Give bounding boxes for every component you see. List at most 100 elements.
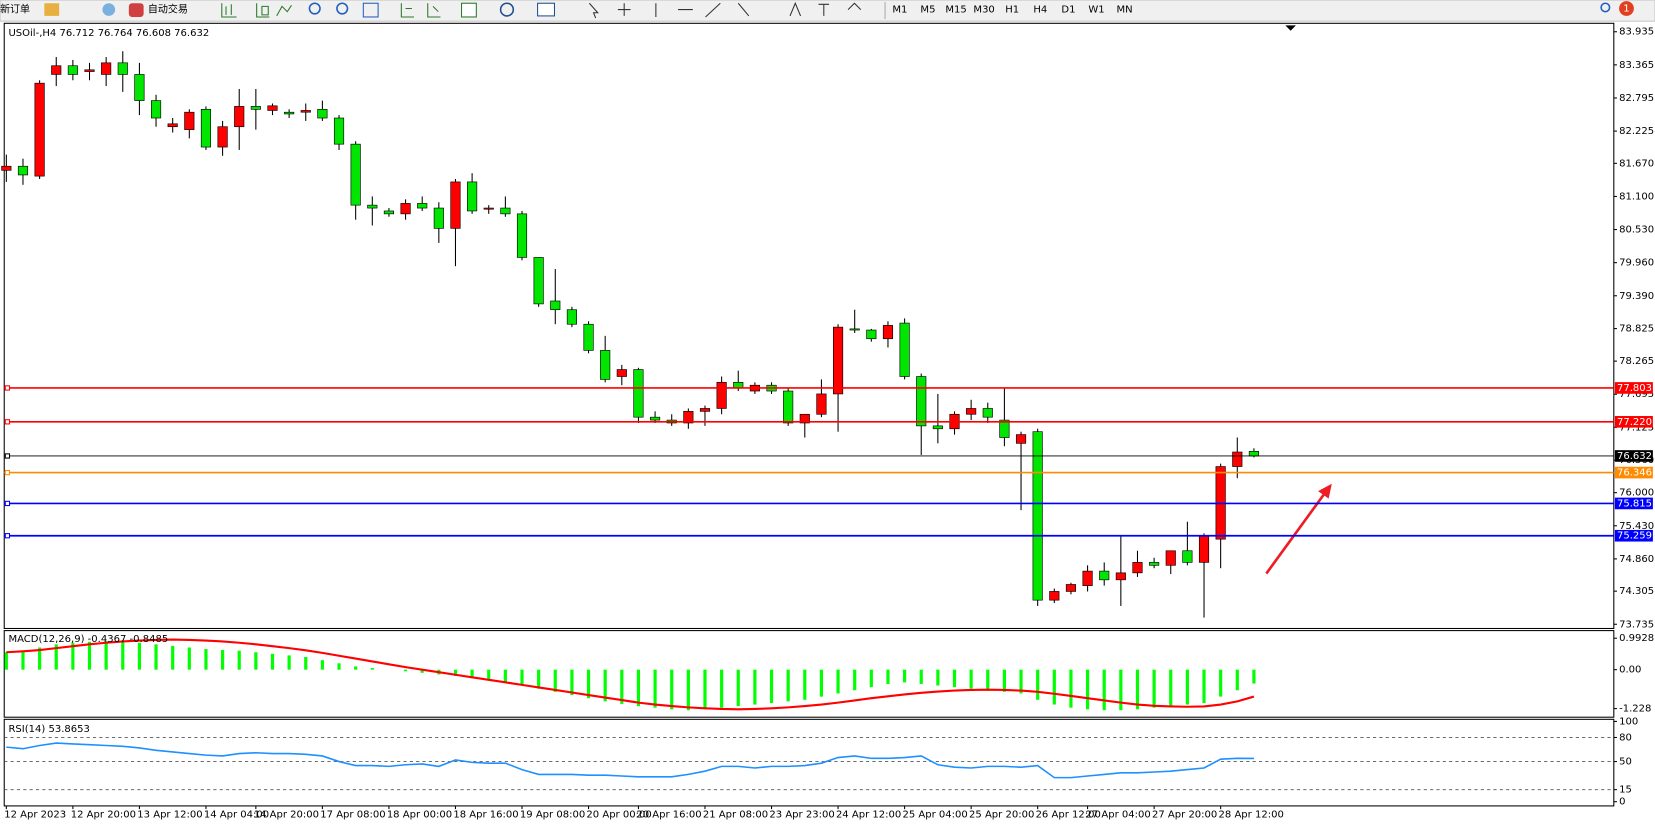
level-handle [4, 453, 11, 459]
toolbar: 新订单 自动交易 1 [0, 0, 1655, 22]
periods[interactable] [499, 2, 515, 17]
macd-bar [71, 642, 75, 670]
candle-body [899, 322, 910, 377]
notification-badge[interactable] [1619, 1, 1634, 16]
macd-bar [21, 650, 25, 670]
candle-body [699, 408, 711, 412]
macd-bar [1052, 669, 1056, 705]
candle-body [67, 65, 78, 75]
auto-trading-button[interactable]: 自动交易 [148, 3, 188, 16]
timeframe-button[interactable]: M1 [892, 5, 907, 16]
candle-body [51, 65, 62, 75]
shift-marker [1285, 25, 1296, 31]
level-value: 77.803 [1617, 383, 1652, 394]
timeframe-button[interactable]: M30 [973, 5, 994, 16]
candle-body [234, 106, 245, 128]
candle-body [916, 376, 927, 427]
level-value: 75.815 [1617, 498, 1652, 509]
candle-body [200, 108, 212, 148]
macd-bar [1235, 669, 1239, 691]
templates[interactable] [537, 2, 556, 17]
candle-body [450, 181, 461, 229]
timeframe-button[interactable]: D1 [1061, 5, 1075, 16]
candle-body [400, 203, 411, 215]
x-tick-label: 19 Apr 08:00 [520, 809, 585, 820]
macd-bar [1152, 669, 1156, 708]
candle-body [600, 350, 611, 380]
toolbar-bg [0, 0, 1655, 22]
x-tick-label: 24 Apr 12:00 [836, 809, 901, 820]
x-tick-label: 26 Apr 12:00 [1036, 809, 1101, 820]
macd-bar [470, 669, 474, 678]
macd-bar [487, 669, 491, 680]
chart-type-icons[interactable] [221, 3, 292, 18]
y-tick-label: 81.100 [1619, 191, 1654, 202]
annotation-arrow [1265, 491, 1327, 575]
candle-body [516, 213, 528, 258]
new-order-button[interactable]: 新订单 [0, 3, 30, 16]
signal-line [6, 638, 1255, 711]
y-tick-label: 0.9928 [1619, 633, 1654, 644]
macd-bar [853, 669, 857, 691]
y-tick-label: 77.695 [1619, 389, 1654, 400]
scroll-icons[interactable] [400, 3, 441, 18]
indicators[interactable] [461, 2, 477, 18]
annotation-arrowhead [1318, 483, 1332, 499]
timeframe-button[interactable]: M5 [920, 5, 935, 16]
zoom-out[interactable] [336, 2, 349, 15]
macd-bar [1102, 669, 1106, 711]
x-tick-label: 17 Apr 08:00 [320, 809, 385, 820]
macd-bar [836, 669, 840, 694]
macd-bar [1119, 669, 1123, 711]
x-tick-label: 23 Apr 23:00 [769, 809, 834, 820]
level-handle [4, 533, 11, 539]
x-tick-label: 18 Apr 16:00 [453, 809, 518, 820]
timeframe-button[interactable]: H1 [1005, 5, 1019, 16]
level-value: 77.220 [1617, 417, 1652, 428]
candle-body [1232, 451, 1243, 467]
candle-body [217, 126, 228, 148]
candle-body [932, 425, 943, 430]
y-tick-label: 100 [1619, 716, 1638, 727]
macd-bar [38, 647, 42, 670]
level-tag [1614, 382, 1653, 394]
zoom-in[interactable] [308, 2, 321, 15]
auto-trading-icon[interactable] [128, 3, 144, 17]
candle-body [816, 393, 827, 415]
drawing-tools[interactable] [588, 1, 862, 19]
candle-body [1149, 562, 1160, 566]
candle-body [966, 408, 977, 415]
macd-bar [803, 669, 807, 700]
icon[interactable] [102, 3, 116, 16]
y-tick-label: 81.670 [1619, 158, 1654, 169]
macd-bar [337, 663, 341, 670]
macd-bar [886, 669, 890, 684]
candle-body [1165, 550, 1176, 566]
level-value: 76.346 [1617, 468, 1652, 479]
macd-bar [54, 644, 58, 670]
level-tag [1614, 529, 1653, 542]
timeframe-button[interactable]: W1 [1088, 5, 1104, 16]
timeframe-button[interactable]: H4 [1033, 5, 1047, 16]
timeframe-button[interactable]: MN [1117, 5, 1133, 16]
timeframe-button[interactable]: M15 [945, 5, 966, 16]
macd-bar [620, 669, 624, 704]
macd-bar [769, 669, 774, 703]
x-tick-label: 27 Apr 04:00 [1085, 809, 1150, 820]
x-tick-label: 25 Apr 20:00 [969, 809, 1034, 820]
candle-body [616, 369, 627, 377]
macd-bar [1252, 669, 1256, 684]
icon[interactable] [44, 3, 60, 16]
macd-bar [137, 642, 141, 670]
candle-body [117, 62, 128, 75]
tile-windows[interactable] [362, 2, 379, 18]
macd-bar [819, 669, 824, 697]
y-tick-label: 73.735 [1619, 619, 1654, 630]
macd-bar [503, 669, 507, 683]
macd-bar [1219, 669, 1223, 697]
macd-bar [320, 660, 324, 670]
search[interactable] [1600, 2, 1611, 13]
macd-bar [703, 669, 707, 710]
